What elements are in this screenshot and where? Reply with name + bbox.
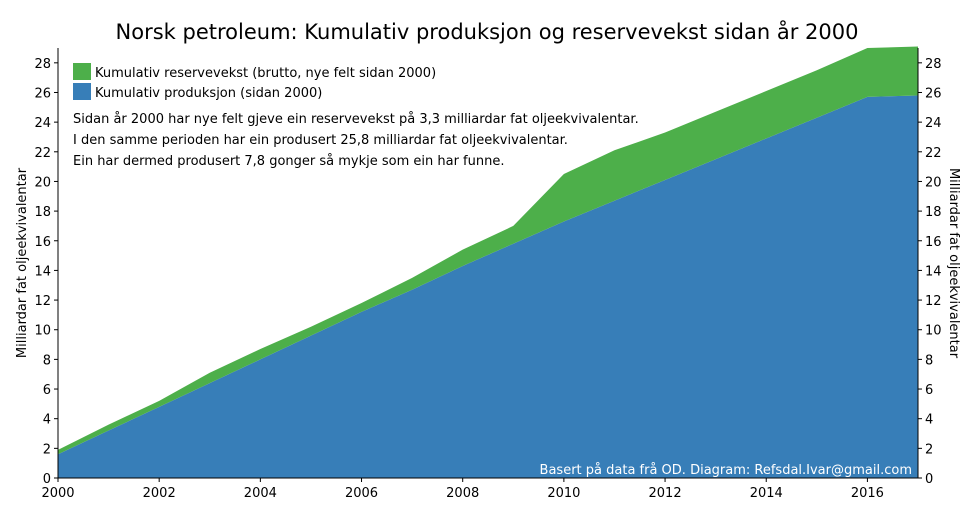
- y-tick-label-left: 10: [34, 324, 51, 339]
- legend-label: Kumulativ produksjon (sidan 2000): [95, 86, 322, 101]
- x-tick-label: 2002: [143, 486, 176, 501]
- y-tick-label-right: 10: [925, 324, 942, 339]
- y-tick-label-right: 12: [925, 294, 942, 309]
- legend-swatch: [73, 83, 91, 100]
- annotation-line: I den samme perioden har ein produsert 2…: [73, 133, 568, 148]
- chart-title: Norsk petroleum: Kumulativ produksjon og…: [116, 19, 859, 44]
- y-tick-label-right: 2: [925, 442, 933, 457]
- x-tick-label: 2014: [750, 486, 783, 501]
- y-tick-label-left: 12: [34, 294, 51, 309]
- legend-label: Kumulativ reservevekst (brutto, nye felt…: [95, 66, 436, 81]
- annotation-line: Ein har dermed produsert 7,8 gonger så m…: [73, 154, 504, 169]
- area-series-1: [58, 95, 918, 478]
- y-tick-label-left: 18: [34, 205, 51, 220]
- y-tick-label-right: 26: [925, 86, 942, 101]
- credit-text: Basert på data frå OD. Diagram: Refsdal.…: [540, 463, 912, 478]
- y-tick-label-left: 2: [43, 442, 51, 457]
- annotation-line: Sidan år 2000 har nye felt gjeve ein res…: [73, 112, 639, 127]
- y-tick-label-right: 24: [925, 116, 942, 131]
- y-tick-label-left: 24: [34, 116, 51, 131]
- y-tick-label-right: 0: [925, 472, 933, 487]
- x-tick-label: 2012: [649, 486, 682, 501]
- area-layers: [58, 46, 918, 478]
- area-series-2: [58, 46, 918, 455]
- y-tick-label-right: 22: [925, 146, 942, 161]
- y-tick-label-left: 20: [34, 175, 51, 190]
- y-tick-label-left: 16: [34, 235, 51, 250]
- y-tick-label-left: 0: [43, 472, 51, 487]
- legend: Kumulativ reservevekst (brutto, nye felt…: [73, 63, 436, 101]
- y-tick-label-right: 16: [925, 235, 942, 250]
- y-tick-label-right: 8: [925, 353, 933, 368]
- y-tick-label-right: 18: [925, 205, 942, 220]
- y-tick-label-right: 4: [925, 413, 933, 428]
- y-tick-label-left: 26: [34, 86, 51, 101]
- y-axis-label-right: Milliardar fat oljeekvivalentar: [946, 168, 961, 359]
- x-tick-label: 2010: [547, 486, 580, 501]
- y-tick-label-left: 8: [43, 353, 51, 368]
- y-tick-label-left: 22: [34, 146, 51, 161]
- y-tick-label-right: 28: [925, 57, 942, 72]
- x-tick-label: 2008: [446, 486, 479, 501]
- x-tick-label: 2016: [851, 486, 884, 501]
- y-tick-label-left: 28: [34, 57, 51, 72]
- annotation-block: Sidan år 2000 har nye felt gjeve ein res…: [73, 112, 639, 169]
- y-axis-label-left: Milliardar fat oljeekvivalentar: [15, 167, 30, 358]
- x-tick-label: 2004: [244, 486, 277, 501]
- y-tick-label-right: 6: [925, 383, 933, 398]
- y-tick-label-right: 20: [925, 175, 942, 190]
- y-tick-label-right: 14: [925, 264, 942, 279]
- legend-swatch: [73, 63, 91, 80]
- y-tick-label-left: 14: [34, 264, 51, 279]
- x-tick-label: 2000: [41, 486, 74, 501]
- x-tick-label: 2006: [345, 486, 378, 501]
- y-tick-label-left: 4: [43, 413, 51, 428]
- y-tick-label-left: 6: [43, 383, 51, 398]
